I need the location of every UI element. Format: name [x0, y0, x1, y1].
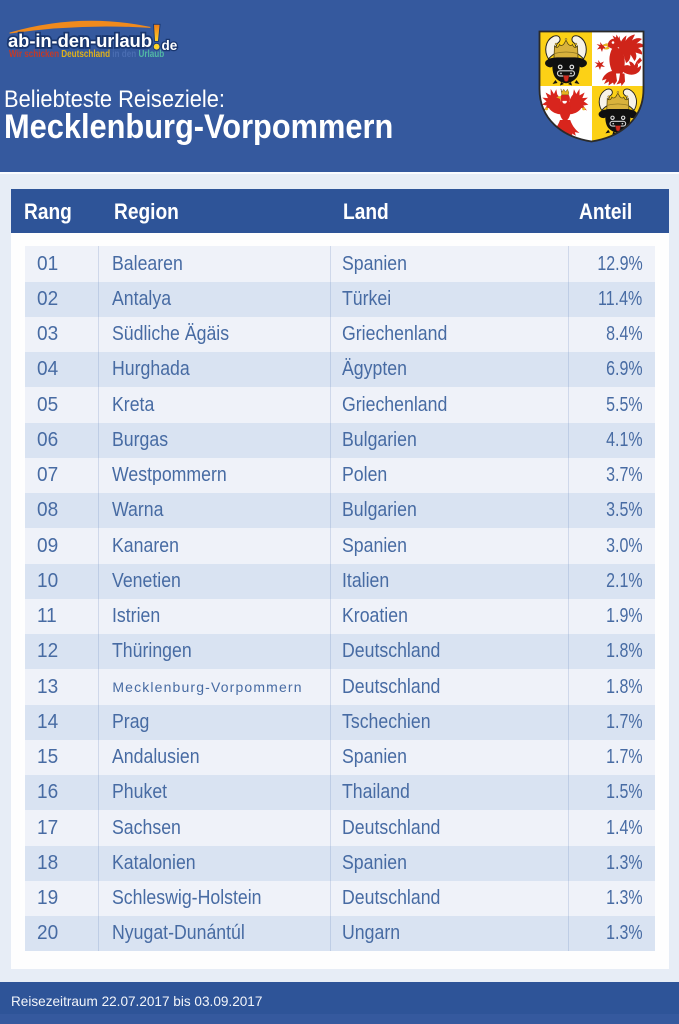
svg-text:ab-in-den-urlaub: ab-in-den-urlaub [8, 30, 152, 51]
svg-text:de: de [162, 38, 178, 53]
svg-text:Wir schicken Deutschland in de: Wir schicken Deutschland in den Urlaub [9, 47, 164, 59]
